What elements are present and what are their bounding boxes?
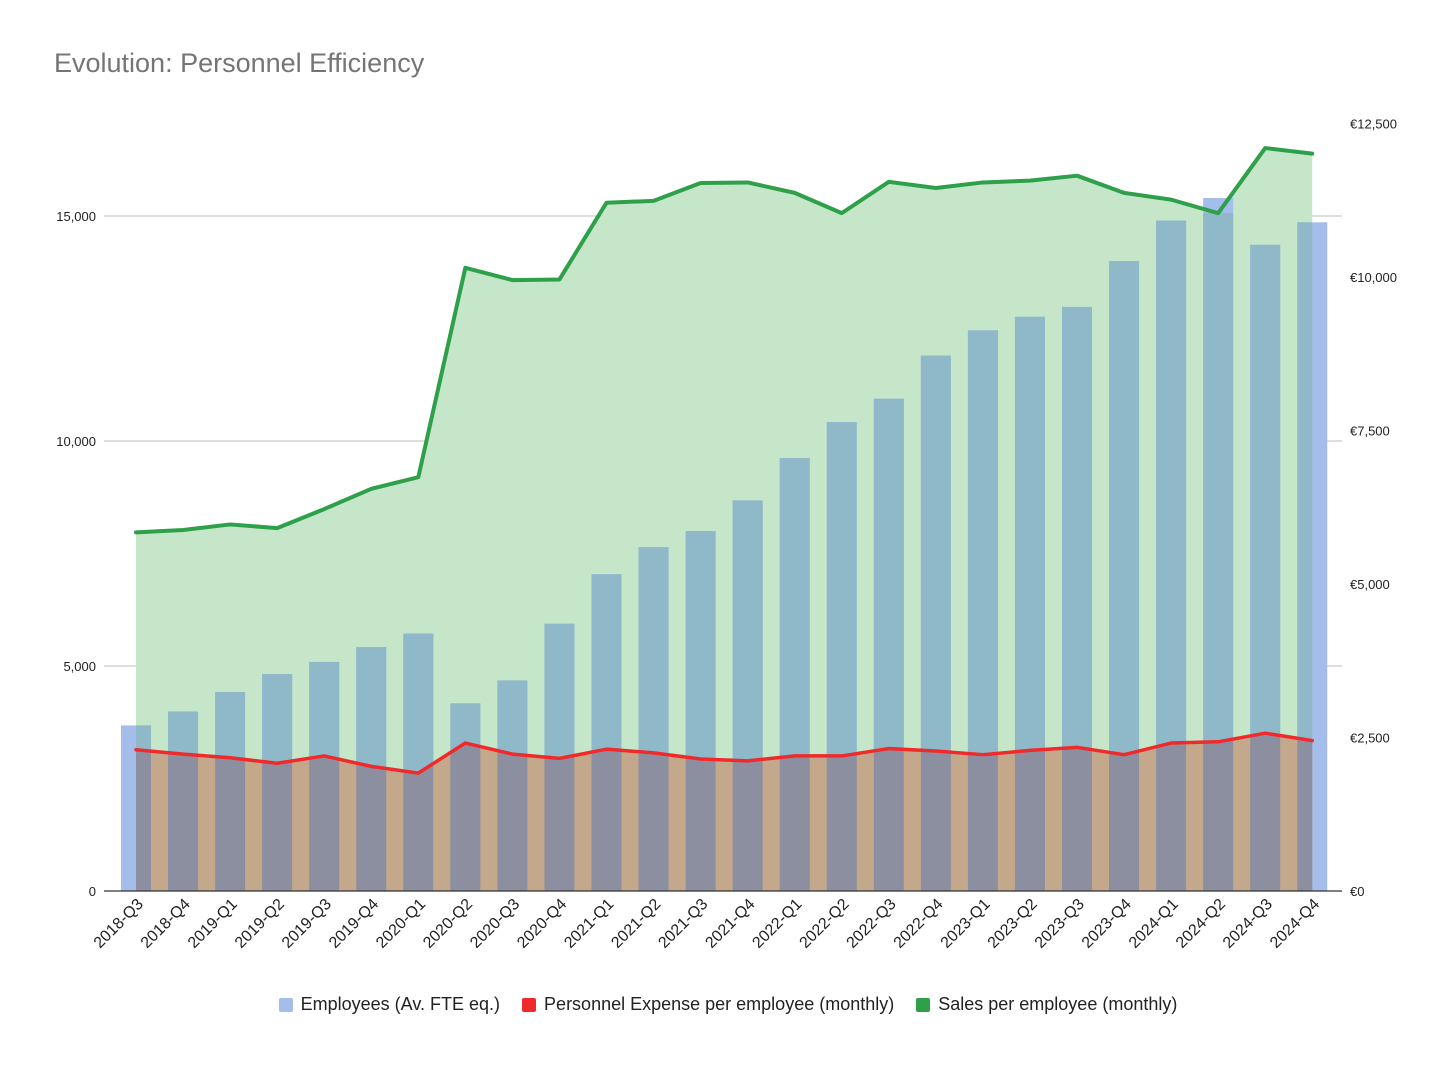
expense-area-bar <box>779 733 810 891</box>
expense-area-bar <box>1014 733 1045 891</box>
right-tick-label: €0 <box>1350 884 1364 899</box>
left-tick-label: 5,000 <box>63 659 96 674</box>
x-tick-label: 2020-Q2 <box>420 896 476 952</box>
left-tick-label: 0 <box>89 884 96 899</box>
expense-area-bar <box>136 733 151 891</box>
x-tick-label: 2020-Q4 <box>514 896 570 952</box>
x-tick-label: 2019-Q4 <box>326 896 382 952</box>
x-tick-label: 2024-Q1 <box>1126 896 1182 952</box>
legend-swatch-expense <box>522 997 537 1012</box>
sales-line <box>134 146 1315 535</box>
expense-line <box>134 731 1314 775</box>
left-tick-label: 10,000 <box>56 434 96 449</box>
legend-item-employees[interactable]: Employees (Av. FTE eq.) <box>278 994 501 1015</box>
expense-area-group <box>136 733 1313 891</box>
x-tick-label: 2023-Q1 <box>938 896 994 952</box>
x-tick-label: 2023-Q4 <box>1079 896 1135 952</box>
expense-area-bar <box>826 733 857 891</box>
legend-swatch-employees <box>278 997 293 1012</box>
expense-area-bar <box>1203 733 1234 891</box>
employee-bar-overlap <box>1297 222 1313 892</box>
x-tick-label: 2021-Q4 <box>702 896 758 952</box>
legend-label-sales: Sales per employee (monthly) <box>938 994 1178 1014</box>
x-tick-label: 2023-Q3 <box>1032 896 1088 952</box>
x-tick-label: 2018-Q4 <box>138 896 194 952</box>
expense-area-bar <box>591 733 622 891</box>
expense-area-bar <box>873 733 904 891</box>
legend-swatch-sales <box>916 997 931 1012</box>
series-lines <box>134 146 1315 775</box>
right-tick-label: €2,500 <box>1350 731 1390 746</box>
expense-area-bar <box>1062 733 1092 891</box>
x-tick-label: 2019-Q1 <box>185 896 241 952</box>
expense-area-bar <box>920 733 951 891</box>
x-tick-label: 2018-Q3 <box>91 896 147 952</box>
right-tick-label: €12,500 <box>1350 117 1397 132</box>
legend: Employees (Av. FTE eq.) Personnel Expens… <box>0 994 1456 1015</box>
x-tick-label: 2021-Q2 <box>608 896 664 952</box>
legend-label-employees: Employees (Av. FTE eq.) <box>300 994 501 1014</box>
left-tick-label: 15,000 <box>56 209 96 224</box>
right-axis-ticks: €0 €2,500 €5,000 €7,500 €10,000 €12,500 <box>1350 117 1397 900</box>
x-axis-ticks: 2018-Q32018-Q42019-Q12019-Q22019-Q32019-… <box>91 896 1323 952</box>
legend-item-sales[interactable]: Sales per employee (monthly) <box>916 994 1177 1015</box>
x-tick-label: 2020-Q1 <box>373 896 429 952</box>
expense-area-bar <box>168 733 199 891</box>
expense-area-bar <box>1109 733 1140 891</box>
expense-area-bar <box>497 733 528 891</box>
x-tick-label: 2024-Q3 <box>1220 896 1276 952</box>
expense-area-bar <box>967 733 998 891</box>
x-tick-label: 2019-Q3 <box>279 896 335 952</box>
chart-title: Evolution: Personnel Efficiency <box>54 48 425 78</box>
expense-area-bar <box>1250 733 1281 891</box>
expense-area-bar <box>1297 733 1313 891</box>
expense-area-bar <box>638 733 669 891</box>
x-tick-label: 2021-Q1 <box>561 896 617 952</box>
expense-area-bar <box>450 733 481 891</box>
x-tick-label: 2022-Q4 <box>891 896 947 952</box>
right-tick-label: €10,000 <box>1350 270 1397 285</box>
x-tick-label: 2024-Q2 <box>1173 896 1229 952</box>
x-tick-label: 2022-Q3 <box>844 896 900 952</box>
left-axis-ticks: 0 5,000 10,000 15,000 <box>56 209 96 899</box>
x-tick-label: 2023-Q2 <box>985 896 1041 952</box>
right-tick-label: €5,000 <box>1350 577 1390 592</box>
legend-label-expense: Personnel Expense per employee (monthly) <box>544 994 895 1014</box>
legend-item-expense[interactable]: Personnel Expense per employee (monthly) <box>522 994 894 1015</box>
expense-area <box>136 733 1313 891</box>
x-tick-label: 2022-Q2 <box>797 896 853 952</box>
x-tick-label: 2022-Q1 <box>749 896 805 952</box>
x-tick-label: 2024-Q4 <box>1267 896 1323 952</box>
x-tick-label: 2021-Q3 <box>655 896 711 952</box>
right-tick-label: €7,500 <box>1350 424 1390 439</box>
x-tick-label: 2019-Q2 <box>232 896 288 952</box>
expense-area-bar <box>1156 733 1187 891</box>
x-tick-label: 2020-Q3 <box>467 896 523 952</box>
